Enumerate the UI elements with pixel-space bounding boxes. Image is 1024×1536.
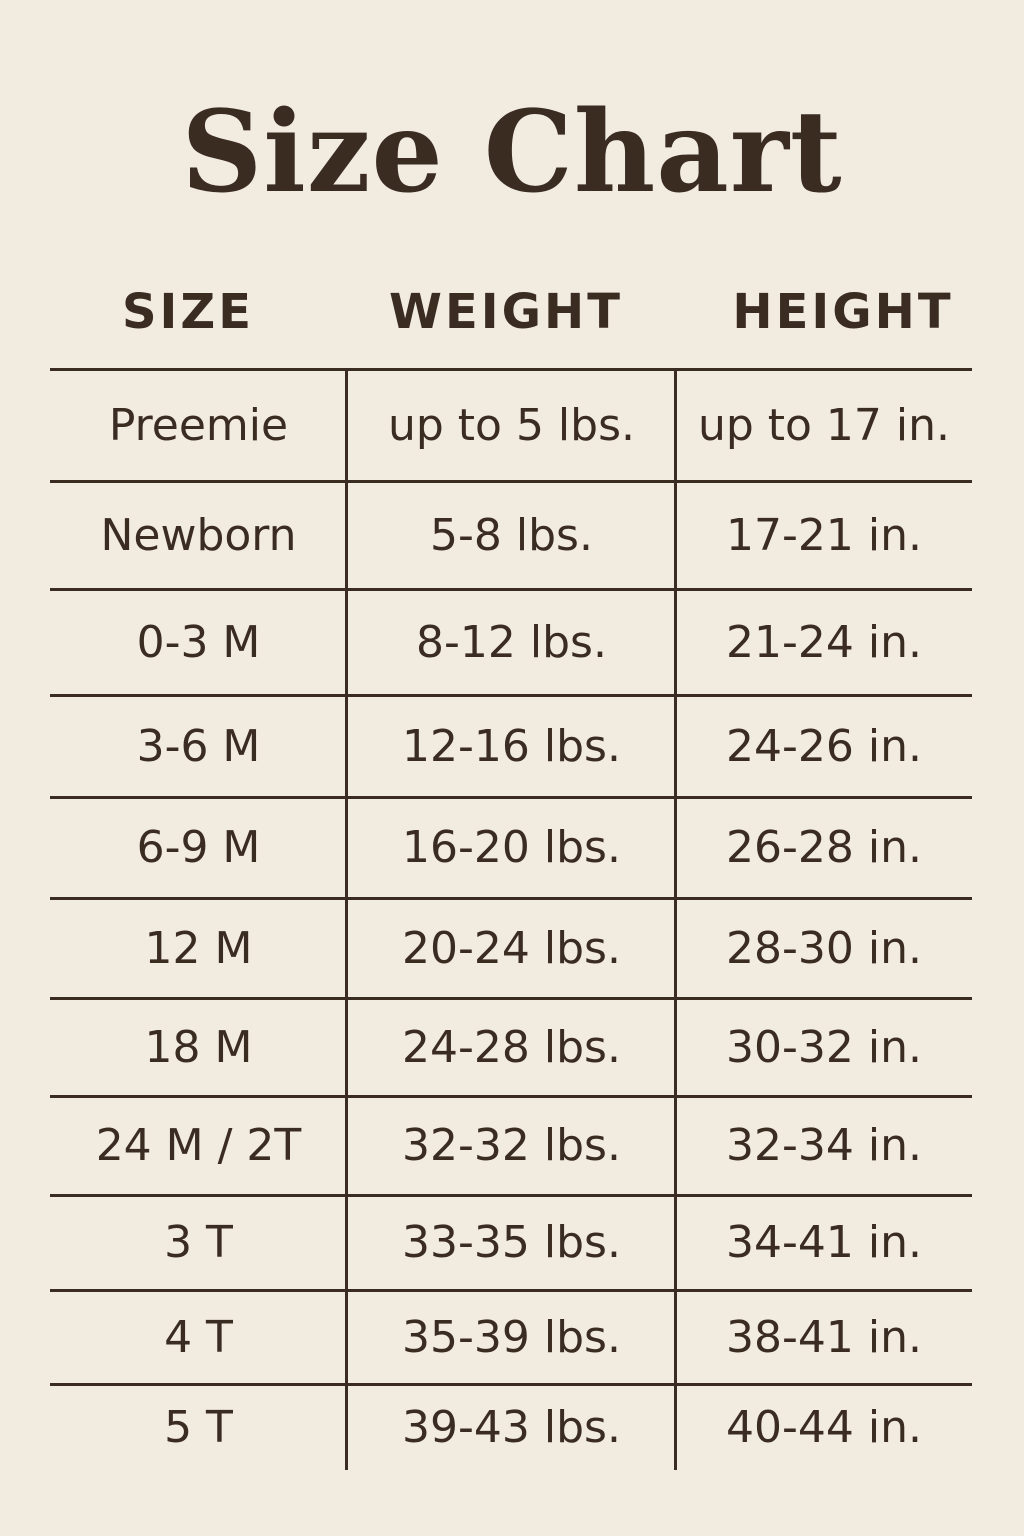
cell-size: 18 M bbox=[144, 1021, 253, 1073]
cell-size: 24 M / 2T bbox=[95, 1120, 302, 1171]
cell-height: 17-21 in. bbox=[726, 509, 922, 561]
cell-size: 5 T bbox=[164, 1401, 233, 1453]
cell-weight: 16-20 lbs. bbox=[402, 822, 621, 873]
column-header-height: HEIGHT bbox=[732, 284, 954, 340]
column-divider bbox=[345, 369, 348, 1470]
cell-size: 3-6 M bbox=[136, 720, 261, 772]
cell-height: 40-44 in. bbox=[726, 1401, 922, 1453]
row-divider bbox=[50, 480, 972, 483]
row-divider bbox=[50, 997, 972, 1000]
cell-height: 26-28 in. bbox=[726, 822, 922, 873]
column-header-weight: WEIGHT bbox=[389, 284, 623, 340]
column-header-size: SIZE bbox=[121, 284, 255, 340]
cell-weight: 24-28 lbs. bbox=[402, 1021, 621, 1073]
cell-weight: 39-43 lbs. bbox=[402, 1401, 621, 1453]
row-divider bbox=[50, 1289, 972, 1292]
cell-weight: 12-16 lbs. bbox=[402, 720, 621, 772]
cell-size: 4 T bbox=[164, 1311, 233, 1363]
row-divider bbox=[50, 1095, 972, 1098]
cell-height: 24-26 in. bbox=[726, 720, 922, 772]
cell-weight: 32-32 lbs. bbox=[402, 1120, 621, 1171]
cell-height: 28-30 in. bbox=[726, 922, 922, 974]
cell-weight: up to 5 lbs. bbox=[387, 399, 635, 451]
cell-height: up to 17 in. bbox=[697, 399, 951, 451]
row-divider bbox=[50, 694, 972, 697]
cell-weight: 33-35 lbs. bbox=[402, 1217, 621, 1268]
cell-height: 38-41 in. bbox=[726, 1311, 922, 1363]
column-divider bbox=[674, 369, 677, 1470]
cell-size: Preemie bbox=[108, 399, 289, 451]
row-divider bbox=[50, 1194, 972, 1197]
row-divider bbox=[50, 368, 972, 371]
row-divider bbox=[50, 897, 972, 900]
cell-size: 0-3 M bbox=[136, 616, 261, 668]
cell-height: 21-24 in. bbox=[726, 616, 922, 668]
cell-size: Newborn bbox=[100, 509, 297, 561]
row-divider bbox=[50, 796, 972, 799]
cell-size: 3 T bbox=[164, 1217, 233, 1268]
page-title: Size Chart bbox=[181, 87, 843, 218]
cell-size: 12 M bbox=[144, 922, 253, 974]
cell-size: 6-9 M bbox=[136, 822, 261, 873]
cell-height: 30-32 in. bbox=[726, 1021, 922, 1073]
row-divider bbox=[50, 588, 972, 591]
cell-height: 34-41 in. bbox=[726, 1217, 922, 1268]
cell-weight: 5-8 lbs. bbox=[430, 509, 593, 561]
cell-height: 32-34 in. bbox=[726, 1120, 922, 1171]
cell-weight: 20-24 lbs. bbox=[402, 922, 621, 974]
cell-weight: 8-12 lbs. bbox=[416, 616, 607, 668]
row-divider bbox=[50, 1383, 972, 1386]
cell-weight: 35-39 lbs. bbox=[402, 1311, 621, 1363]
